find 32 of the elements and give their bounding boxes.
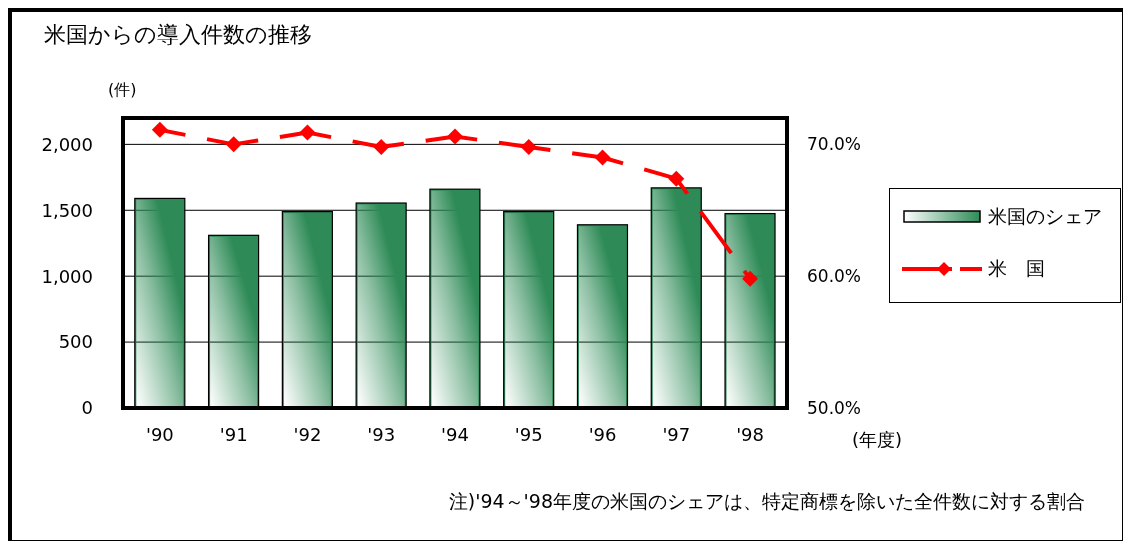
x-tick-label: '96 [588, 423, 617, 445]
point [742, 270, 759, 287]
point [151, 121, 168, 138]
y-tick-label: 2,000 [41, 133, 93, 155]
y-tick-label: 1,500 [41, 199, 93, 221]
point [520, 139, 537, 155]
y2-tick-label: 50.0% [807, 398, 862, 419]
point [447, 128, 463, 145]
point [225, 136, 242, 153]
y-tick-label: 1,000 [41, 265, 93, 287]
x-tick-label: '91 [219, 423, 248, 445]
y-axis-title: (件) [108, 80, 137, 101]
chart-title: 米国からの導入件数の推移 [44, 21, 312, 49]
y2-tick-label: 60.0% [807, 266, 862, 287]
point [594, 149, 611, 166]
point [299, 124, 316, 141]
legend-label: 米 国 [988, 256, 1045, 281]
y-tick-label: 500 [58, 331, 93, 353]
x-tick-label: '98 [736, 423, 765, 445]
x-tick-label: '97 [662, 423, 691, 445]
point [373, 139, 390, 155]
x-tick-label: '90 [145, 423, 174, 445]
x-tick-label: '92 [293, 423, 322, 445]
point [668, 170, 685, 187]
x-tick-label: '93 [367, 423, 396, 445]
legend-label: 米国のシェア [988, 204, 1102, 229]
x-tick-label: '94 [441, 423, 469, 445]
x-axis-title: (年度) [852, 428, 903, 452]
y-tick-label: 0 [81, 397, 93, 419]
x-tick-label: '95 [514, 423, 543, 445]
y2-tick-label: 70.0% [807, 134, 862, 155]
text: 注)'94～'98年度の米国のシェアは、特定商標を除いた全件数に対する割合 [448, 489, 1085, 514]
